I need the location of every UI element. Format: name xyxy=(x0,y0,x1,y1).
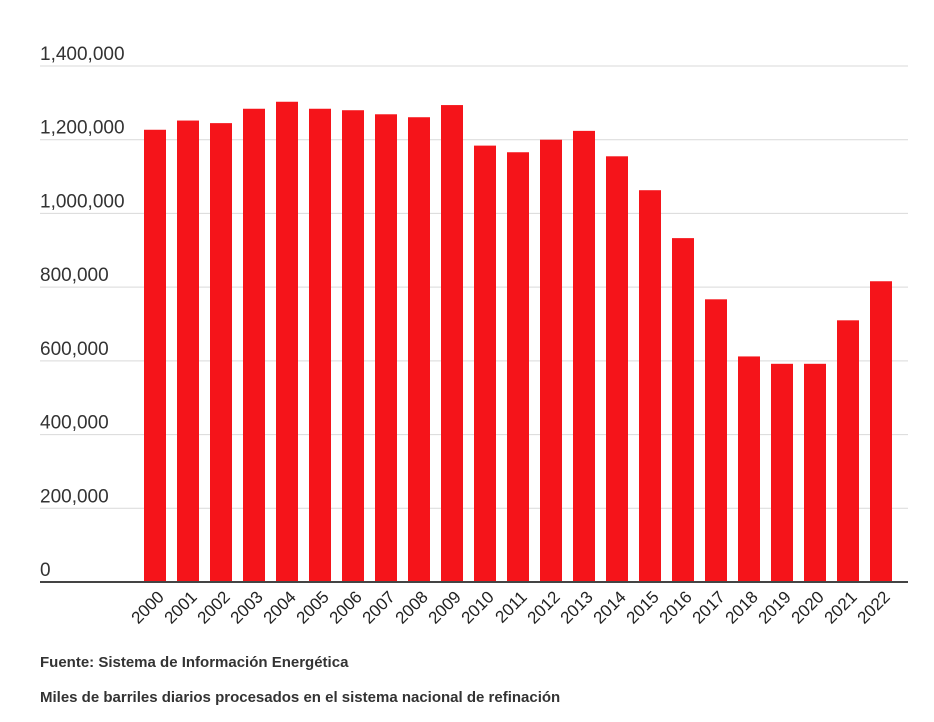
y-axis-ticks: 0 200,000 400,000 600,000 800,000 1,000,000 1,… xyxy=(40,44,125,581)
bar-2012 xyxy=(540,139,562,582)
bar-2016 xyxy=(672,238,694,582)
bar-2004 xyxy=(276,101,298,582)
bar-2020 xyxy=(804,363,826,582)
x-tick-label: 2010 xyxy=(458,587,498,627)
x-tick-label: 2005 xyxy=(293,587,333,627)
x-tick-label: 2015 xyxy=(623,587,663,627)
x-tick-label: 2020 xyxy=(788,587,828,627)
x-tick-label: 2018 xyxy=(722,587,762,627)
y-tick-label: 1,400,000 xyxy=(40,44,125,65)
bar-2018 xyxy=(738,356,760,582)
bar-2005 xyxy=(309,108,331,583)
y-tick-label: 400,000 xyxy=(40,413,109,434)
bar-2003 xyxy=(243,108,265,583)
bar-2007 xyxy=(375,114,397,582)
y-tick-label: 600,000 xyxy=(40,339,109,360)
x-tick-label: 2012 xyxy=(524,587,564,627)
x-axis-ticks: 2000200120022003200420052006200720082009… xyxy=(128,587,894,627)
x-tick-label: 2016 xyxy=(656,587,696,627)
bars xyxy=(144,101,892,583)
bar-2013 xyxy=(573,130,595,582)
x-tick-label: 2008 xyxy=(392,587,432,627)
bar-2001 xyxy=(177,120,199,582)
source-text: Fuente: Sistema de Información Energétic… xyxy=(40,654,349,671)
y-tick-label: 1,200,000 xyxy=(40,118,125,139)
bar-2022 xyxy=(870,281,892,582)
bar-2002 xyxy=(210,123,232,582)
bar-2000 xyxy=(144,129,166,582)
x-tick-label: 2007 xyxy=(359,587,399,627)
x-tick-label: 2022 xyxy=(854,587,894,627)
x-tick-label: 2006 xyxy=(326,587,366,627)
bar-2008 xyxy=(408,117,430,582)
x-tick-label: 2003 xyxy=(227,587,267,627)
bar-2021 xyxy=(837,320,859,582)
units-note: Miles de barriles diarios procesados en … xyxy=(40,689,561,706)
x-tick-label: 2000 xyxy=(128,587,168,627)
x-tick-label: 2002 xyxy=(194,587,234,627)
x-tick-label: 2011 xyxy=(492,587,531,626)
x-tick-label: 2004 xyxy=(260,587,300,627)
bar-2015 xyxy=(639,190,661,583)
bar-2006 xyxy=(342,110,364,582)
bar-2009 xyxy=(441,105,463,582)
y-tick-label: 0 xyxy=(40,560,51,581)
x-tick-label: 2021 xyxy=(821,587,861,627)
x-tick-label: 2017 xyxy=(689,587,729,627)
bar-2019 xyxy=(771,363,793,582)
x-tick-label: 2019 xyxy=(755,587,795,627)
y-tick-label: 1,000,000 xyxy=(40,191,125,212)
y-tick-label: 200,000 xyxy=(40,486,109,507)
x-tick-label: 2001 xyxy=(161,587,201,627)
x-tick-label: 2014 xyxy=(590,587,630,627)
bar-2014 xyxy=(606,156,628,583)
bar-2017 xyxy=(705,299,727,582)
bar-chart: 0 200,000 400,000 600,000 800,000 1,000,000 1,… xyxy=(40,44,908,628)
x-tick-label: 2009 xyxy=(425,587,465,627)
bar-2010 xyxy=(474,145,496,582)
y-tick-label: 800,000 xyxy=(40,265,109,286)
x-tick-label: 2013 xyxy=(557,587,597,627)
bar-2011 xyxy=(507,152,529,582)
